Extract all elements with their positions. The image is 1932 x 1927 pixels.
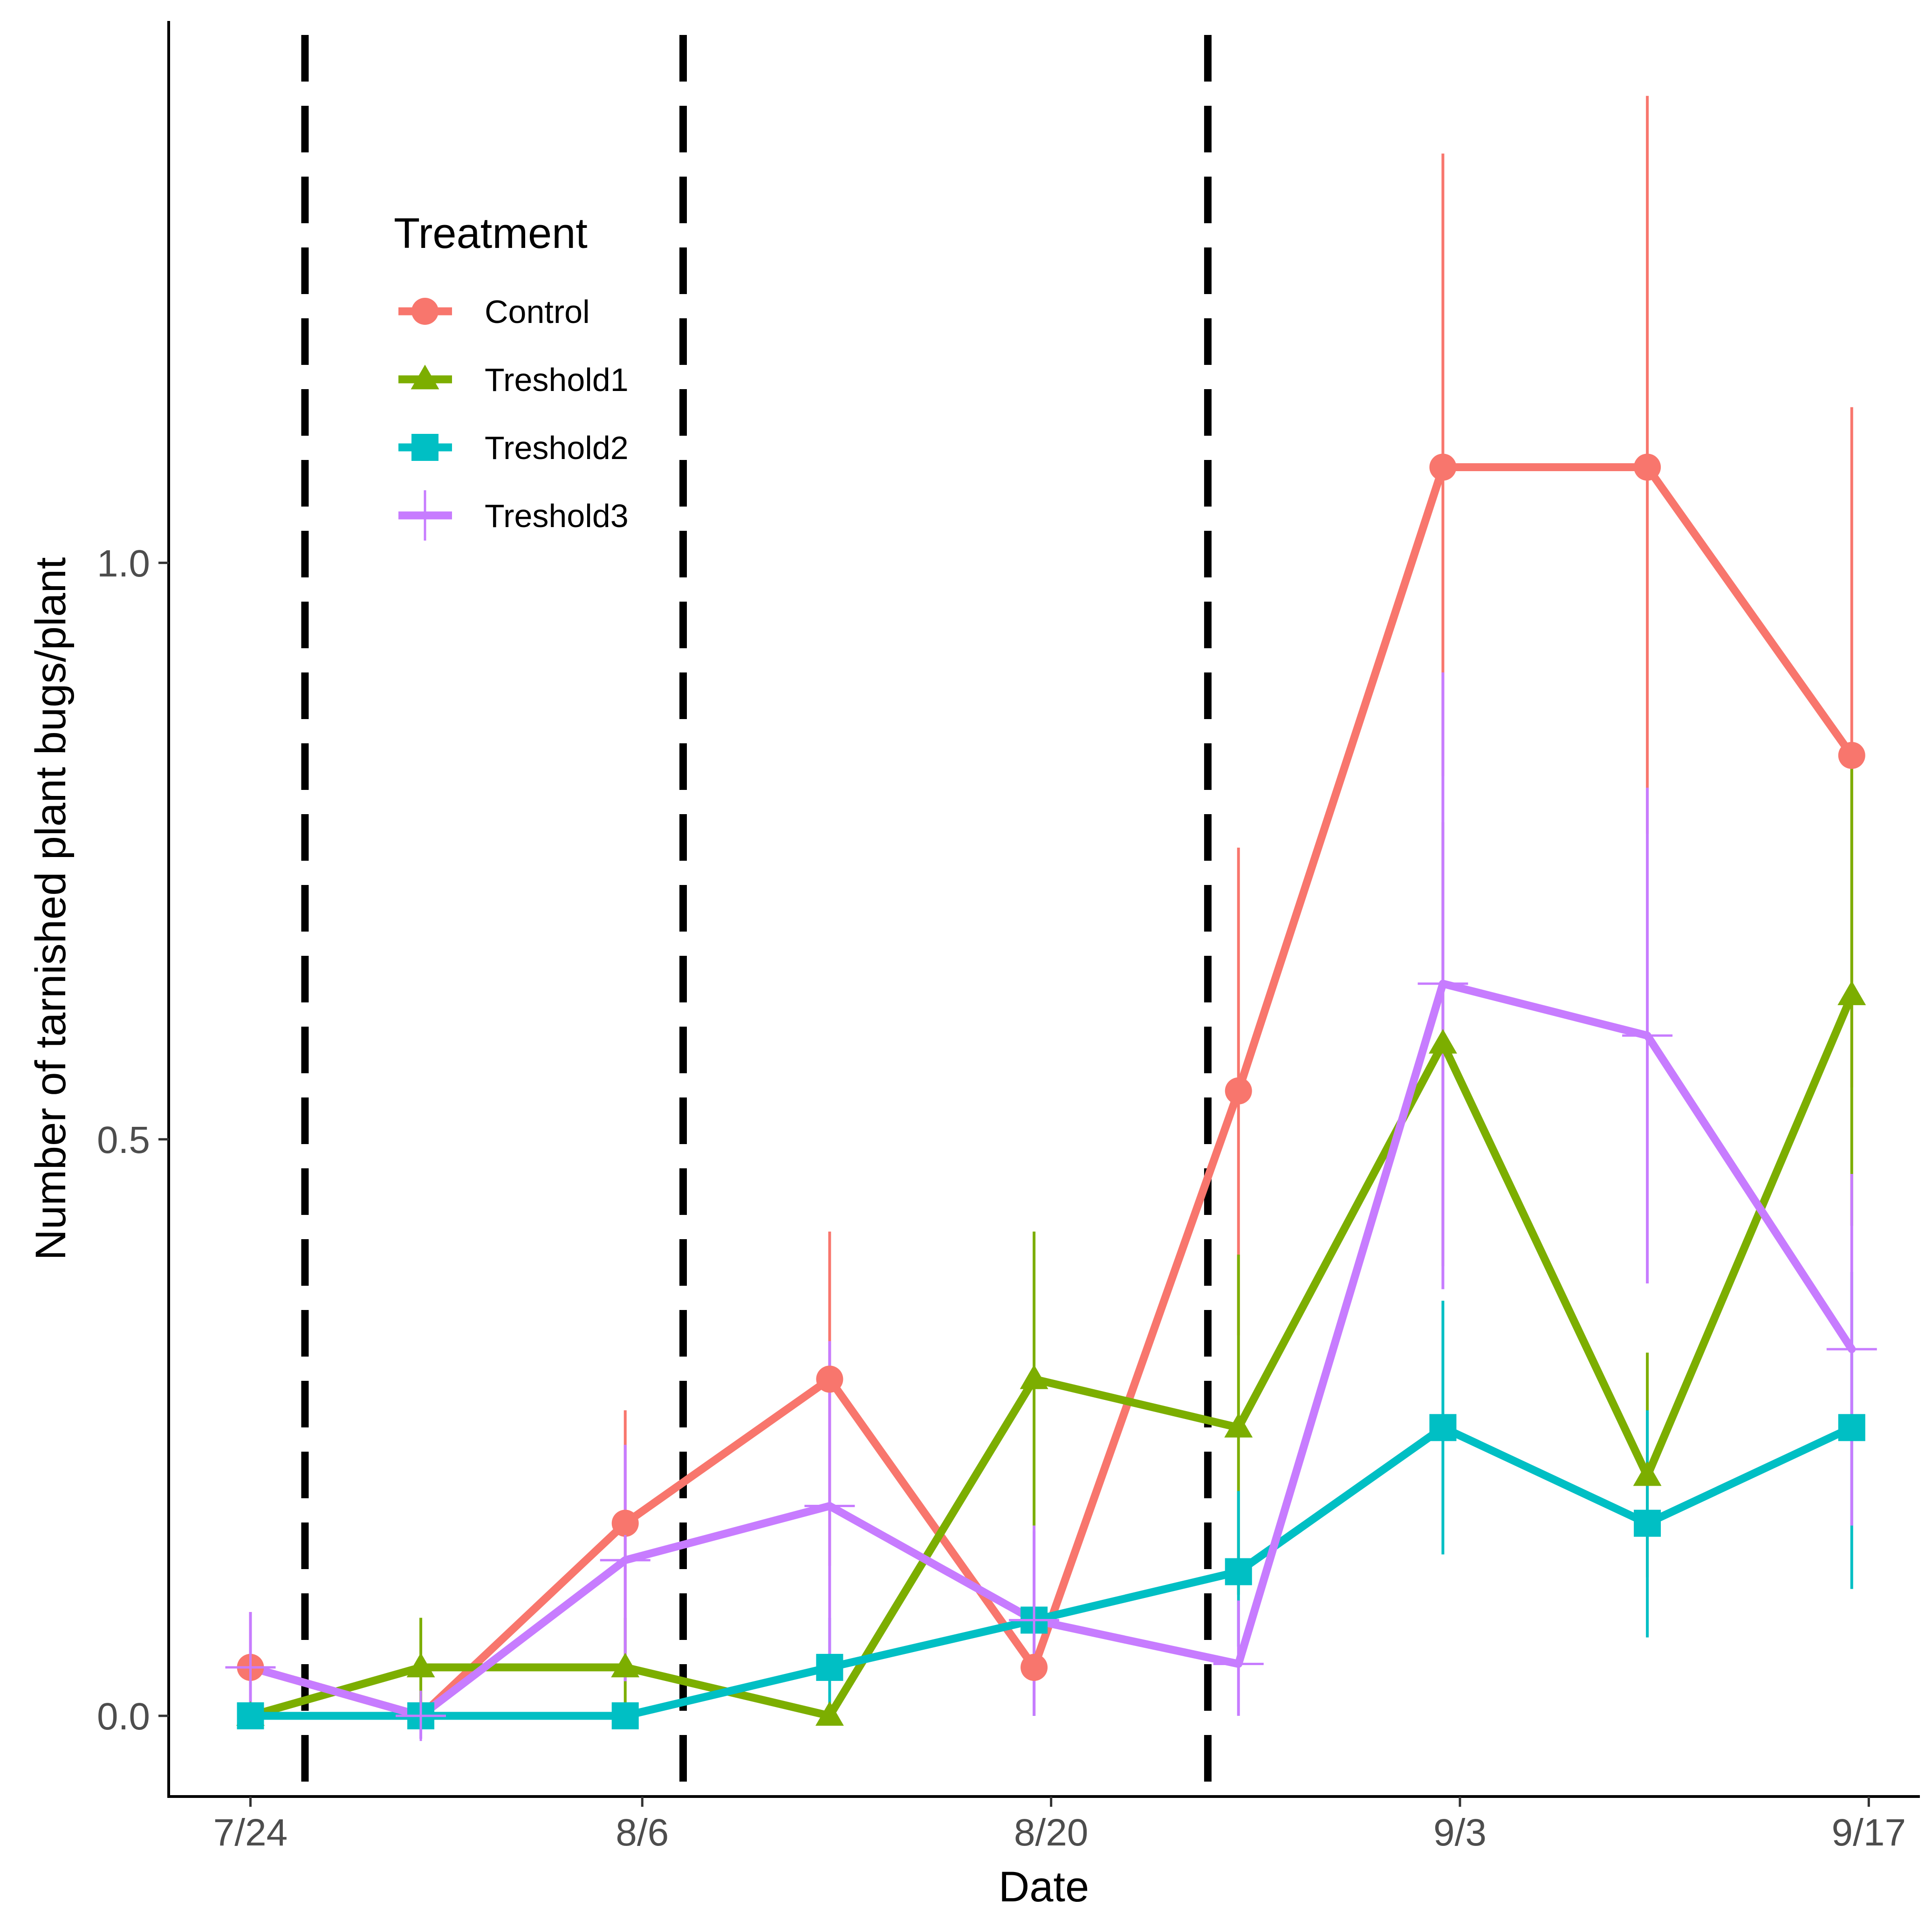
y-tick-label-1: 0.5 — [97, 1119, 150, 1161]
series-line-treshold2 — [246, 1423, 1856, 1720]
data-point-treshold2-6 — [1429, 1414, 1457, 1441]
data-point-treshold3-7 — [1622, 1010, 1673, 1061]
legend-label-control: Control — [485, 294, 590, 330]
data-point-treshold1-8 — [1837, 981, 1866, 1005]
y-axis-ticks: 0.0 0.5 1.0 — [97, 542, 169, 1738]
data-point-treshold3-4 — [1009, 1595, 1060, 1646]
data-point-treshold2-5 — [1225, 1558, 1252, 1585]
axes: 0.0 0.5 1.0 7/24 8/6 8/20 9/3 9/17 — [97, 21, 1920, 1854]
legend-item-treshold2: Treshold2 — [398, 430, 629, 466]
plot-area — [225, 35, 1877, 1797]
data-point-treshold2-2 — [611, 1702, 639, 1729]
data-point-treshold3-0 — [225, 1642, 276, 1693]
legend-key-marker-treshold2 — [411, 434, 438, 461]
legend-label-treshold2: Treshold2 — [485, 430, 629, 466]
series-lines — [246, 463, 1856, 1720]
data-point-treshold1-2 — [611, 1653, 640, 1678]
x-tick-label-4: 9/17 — [1832, 1811, 1906, 1854]
data-point-treshold2-8 — [1838, 1414, 1865, 1441]
series-line-treshold3 — [246, 980, 1856, 1720]
data-point-control-8 — [1838, 741, 1865, 769]
data-point-treshold3-3 — [804, 1481, 855, 1531]
data-point-treshold3-1 — [396, 1690, 446, 1741]
data-point-treshold1-5 — [1224, 1413, 1253, 1438]
data-point-treshold1-3 — [815, 1701, 844, 1726]
x-axis-title: Date — [999, 1863, 1089, 1911]
legend-item-control: Control — [398, 294, 590, 330]
data-point-control-2 — [611, 1509, 639, 1537]
data-markers — [225, 453, 1877, 1741]
legend-item-treshold3: Treshold3 — [398, 490, 629, 541]
legend-title: Treatment — [394, 210, 588, 257]
data-point-control-6 — [1429, 453, 1457, 481]
legend-label-treshold1: Treshold1 — [485, 362, 629, 398]
data-point-treshold3-6 — [1418, 958, 1468, 1009]
data-point-treshold3-2 — [600, 1535, 651, 1585]
error-bars — [249, 96, 1853, 1739]
data-point-treshold1-1 — [406, 1653, 435, 1678]
x-tick-label-2: 8/20 — [1014, 1811, 1089, 1854]
legend-item-treshold1: Treshold1 — [398, 362, 629, 398]
legend-key-marker-treshold1 — [411, 364, 439, 390]
series-line-control — [246, 463, 1856, 1720]
legend-items: Control Treshold1 Treshold2 Treshold3 — [398, 294, 629, 541]
x-tick-label-1: 8/6 — [616, 1811, 669, 1854]
data-point-treshold3-8 — [1826, 1324, 1877, 1375]
data-point-treshold1-6 — [1428, 1029, 1457, 1054]
data-point-treshold2-7 — [1634, 1509, 1661, 1537]
y-axis-title: Number of tarnished plant bugs/plant — [27, 557, 75, 1261]
x-tick-label-3: 9/3 — [1433, 1811, 1487, 1854]
data-point-control-4 — [1021, 1653, 1048, 1681]
y-tick-label-0: 0.0 — [97, 1695, 150, 1738]
legend-label-treshold3: Treshold3 — [485, 498, 629, 534]
x-tick-label-0: 7/24 — [213, 1811, 288, 1854]
treatment-date-lines — [301, 35, 1212, 1797]
x-axis-ticks: 7/24 8/6 8/20 9/3 9/17 — [213, 1797, 1906, 1854]
legend: Treatment Control Treshold1 Treshold2 Tresh… — [394, 210, 629, 541]
data-point-treshold2-0 — [237, 1702, 264, 1729]
legend-key-marker-treshold3 — [400, 490, 450, 541]
data-point-treshold1-4 — [1020, 1364, 1048, 1389]
data-point-control-5 — [1225, 1077, 1252, 1104]
data-point-treshold2-3 — [816, 1653, 843, 1681]
data-point-treshold3-5 — [1213, 1639, 1264, 1689]
legend-key-marker-control — [411, 298, 438, 325]
data-point-control-3 — [816, 1365, 843, 1393]
data-point-treshold1-7 — [1633, 1461, 1662, 1486]
y-tick-label-2: 1.0 — [97, 542, 150, 585]
data-point-control-7 — [1634, 453, 1661, 481]
